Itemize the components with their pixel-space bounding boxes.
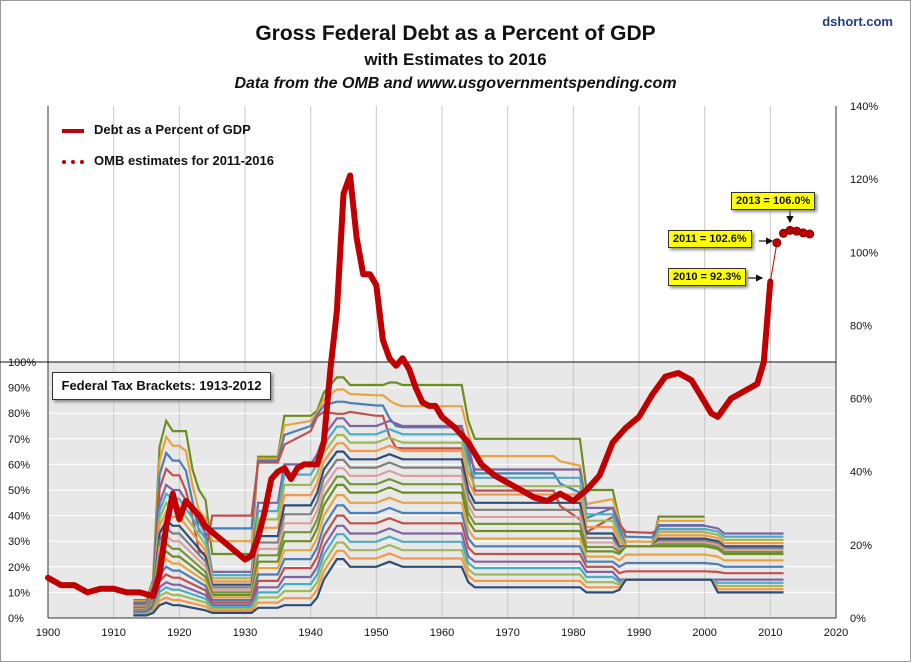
tax-bracket-line <box>133 376 705 602</box>
y-right-tick-label: 80% <box>850 320 872 332</box>
x-tick-label: 1940 <box>298 627 322 639</box>
y-left-tick-label: 100% <box>8 357 36 369</box>
y-left-tick-label: 80% <box>8 408 30 420</box>
callout-2010: 2010 = 92.3% <box>668 268 747 286</box>
x-tick-label: 1970 <box>495 627 519 639</box>
callout-2011: 2011 = 102.6% <box>668 230 752 248</box>
legend-debt: Debt as a Percent of GDP <box>62 122 251 137</box>
x-tick-label: 1960 <box>430 627 454 639</box>
x-tick-label: 1950 <box>364 627 388 639</box>
x-tick-label: 1910 <box>101 627 125 639</box>
x-tick-label: 2010 <box>758 627 782 639</box>
x-tick-label: 2020 <box>824 627 848 639</box>
y-right-tick-label: 140% <box>850 101 878 113</box>
y-left-tick-label: 10% <box>8 587 30 599</box>
tax-bracket-line <box>133 494 784 613</box>
legend-estimates: OMB estimates for 2011-2016 <box>62 153 274 168</box>
estimate-point <box>805 229 815 239</box>
y-left-tick-label: 0% <box>8 613 24 625</box>
chart-source: Data from the OMB and www.usgovernmentsp… <box>234 75 677 92</box>
legend-estimates-label: OMB estimates for 2011-2016 <box>94 153 274 168</box>
y-right-tick-label: 0% <box>850 613 866 625</box>
legend-debt-swatch <box>62 128 84 133</box>
x-tick-label: 2000 <box>692 627 716 639</box>
y-left-tick-label: 50% <box>8 485 30 497</box>
y-left-tick-label: 70% <box>8 434 30 446</box>
tax-bracket-line <box>133 514 784 614</box>
site-credit: dshort.com <box>822 14 893 29</box>
legend-debt-label: Debt as a Percent of GDP <box>94 122 251 137</box>
chart-title: Gross Federal Debt as a Percent of GDP <box>255 22 656 45</box>
tax-brackets-label: Federal Tax Brackets: 1913-2012 <box>52 372 271 400</box>
callout-2013: 2013 = 106.0% <box>731 192 816 210</box>
chart-subtitle: with Estimates to 2016 <box>364 50 547 69</box>
debt-line <box>45 172 774 600</box>
y-right-tick-label: 60% <box>850 394 872 406</box>
estimate-connector <box>769 242 778 282</box>
x-tick-label: 1900 <box>36 627 60 639</box>
tax-bracket-line <box>133 483 784 612</box>
x-tick-label: 1920 <box>167 627 191 639</box>
y-right-tick-label: 120% <box>850 174 878 186</box>
y-left-tick-label: 60% <box>8 459 30 471</box>
y-right-tick-label: 40% <box>850 467 872 479</box>
x-tick-label: 1990 <box>627 627 651 639</box>
y-right-tick-label: 100% <box>850 247 878 259</box>
y-right-tick-label: 20% <box>850 540 872 552</box>
x-tick-label: 1930 <box>233 627 257 639</box>
y-left-tick-label: 40% <box>8 511 30 523</box>
y-left-tick-label: 90% <box>8 383 30 395</box>
estimate-point <box>772 238 782 248</box>
x-tick-label: 1980 <box>561 627 585 639</box>
tax-bracket-line <box>133 557 784 617</box>
y-left-tick-label: 30% <box>8 536 30 548</box>
legend-estimates-swatch <box>62 159 84 164</box>
y-left-tick-label: 20% <box>8 562 30 574</box>
tax-bracket-line <box>133 504 784 613</box>
